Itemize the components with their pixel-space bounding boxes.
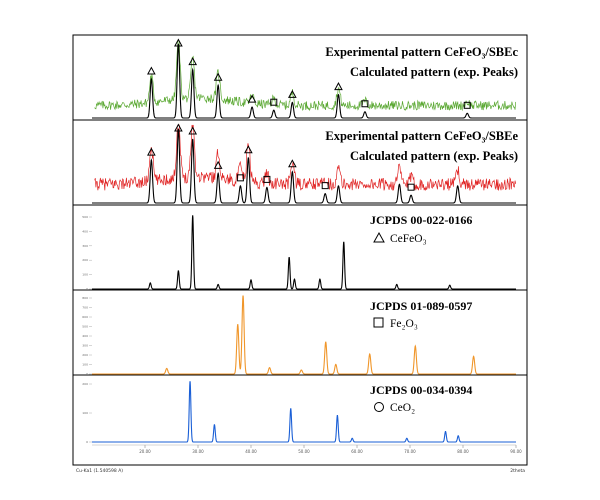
ref-cefeo3-ytick-label: 400	[82, 229, 88, 233]
ref-fe2o3-trace	[92, 295, 516, 375]
exp_e-triangle-marker-7	[288, 159, 297, 168]
ref-fe2o3-ytick-label: 600	[82, 315, 88, 319]
circle-legend-icon	[374, 402, 384, 412]
ref-fe2o3-ytick-label: 100	[82, 363, 88, 367]
x-tick-label: 30.00	[192, 449, 204, 454]
ref-cefeo3-ytick-label: 100	[82, 273, 88, 277]
cefeo3-card-label: JCPDS 00-022-0166	[370, 213, 472, 227]
exp_e-triangle-marker-5	[244, 145, 253, 154]
ref-cefeo3-ytick-label: 300	[82, 244, 88, 248]
cefeo3-formula-label: CeFeO₃	[390, 233, 427, 245]
ref-ceo2-ytick-label: 0	[86, 440, 88, 444]
ceo2-card-label: JCPDS 00-034-0394	[370, 383, 472, 397]
ref-fe2o3-ytick-label: 0	[86, 372, 88, 376]
exp_e-square-marker-8	[321, 182, 329, 190]
ref-fe2o3-ytick-label: 500	[82, 325, 88, 329]
x-tick-label: 20.00	[139, 449, 151, 454]
x-tick-label: 40.00	[245, 449, 257, 454]
x-tick-label: 90.00	[510, 449, 522, 454]
exp-c-experimental-label: Experimental pattern CeFeO₃/SBEc	[325, 45, 518, 59]
ref-cefeo3-ytick-label: 0	[86, 287, 88, 291]
exp_c-square-marker-5	[270, 98, 278, 106]
exp_e-triangle-marker-3	[213, 160, 223, 169]
exp_e-triangle-marker-0	[147, 147, 156, 156]
ref-fe2o3-ytick-label: 200	[82, 353, 88, 357]
ceo2-formula-label: CeO₂	[390, 402, 415, 414]
exp-c-calculated-trace	[92, 43, 516, 119]
exp_c-triangle-marker-2	[188, 57, 198, 66]
x-tick-label: 80.00	[457, 449, 469, 454]
exp_c-triangle-marker-1	[174, 38, 183, 47]
ref-ceo2-trace	[92, 381, 516, 443]
exp_c-square-marker-9	[463, 101, 471, 109]
exp_c-square-marker-8	[361, 100, 369, 108]
exp_c-triangle-marker-3	[213, 72, 223, 81]
ref-cefeo3-trace	[92, 215, 516, 290]
exp-e-calculated-label: Calculated pattern (exp. Peaks)	[350, 149, 518, 163]
plot-layer: 0 100 200 300 400 500 0 100 200 300 400 500 600 700 80…	[82, 38, 522, 454]
exp_c-triangle-marker-0	[147, 66, 156, 75]
exp-e-experimental-label: Experimental pattern CeFeO₃/SBEe	[325, 129, 518, 143]
ref-cefeo3-ytick-label: 200	[82, 258, 88, 262]
triangle-legend-icon	[373, 231, 385, 243]
radiation-footer-label: Cu-Ka1 (1.540598 A)	[76, 468, 123, 474]
exp_e-square-marker-9	[407, 183, 415, 191]
x-tick-label: 70.00	[404, 449, 416, 454]
exp-e-calculated-trace	[92, 128, 516, 204]
ref-cefeo3-ytick-label: 500	[82, 215, 88, 219]
x-tick-label: 50.00	[298, 449, 310, 454]
panel-frame-ref-ceo2	[72, 374, 528, 466]
exp_c-triangle-marker-4	[247, 94, 257, 103]
ref-ceo2-ytick-label: 100	[82, 411, 88, 415]
exp-e-experimental-trace	[94, 124, 517, 191]
exp_e-square-marker-6	[263, 175, 271, 183]
ref-fe2o3-ytick-label: 300	[82, 344, 88, 348]
x-tick-label: 60.00	[351, 449, 363, 454]
ref-fe2o3-ytick-label: 700	[82, 306, 88, 310]
x-unit-label: 2theta	[510, 468, 525, 474]
exp_e-triangle-marker-2	[188, 126, 198, 135]
exp_e-square-marker-4	[236, 174, 244, 182]
ref-fe2o3-ytick-label: 800	[82, 296, 88, 300]
ref-ceo2-ytick-label: 200	[82, 382, 88, 386]
exp-c-calculated-label: Calculated pattern (exp. Peaks)	[350, 65, 518, 79]
exp_c-triangle-marker-7	[334, 82, 343, 91]
exp-c-experimental-trace	[94, 39, 517, 112]
square-legend-icon	[373, 317, 384, 328]
fe2o3-card-label: JCPDS 01-089-0597	[370, 299, 472, 313]
fe2o3-formula-label: Fe₂O₃	[390, 318, 418, 330]
exp_c-triangle-marker-6	[288, 89, 297, 98]
exp_e-triangle-marker-1	[174, 123, 183, 132]
ref-fe2o3-ytick-label: 400	[82, 334, 88, 338]
